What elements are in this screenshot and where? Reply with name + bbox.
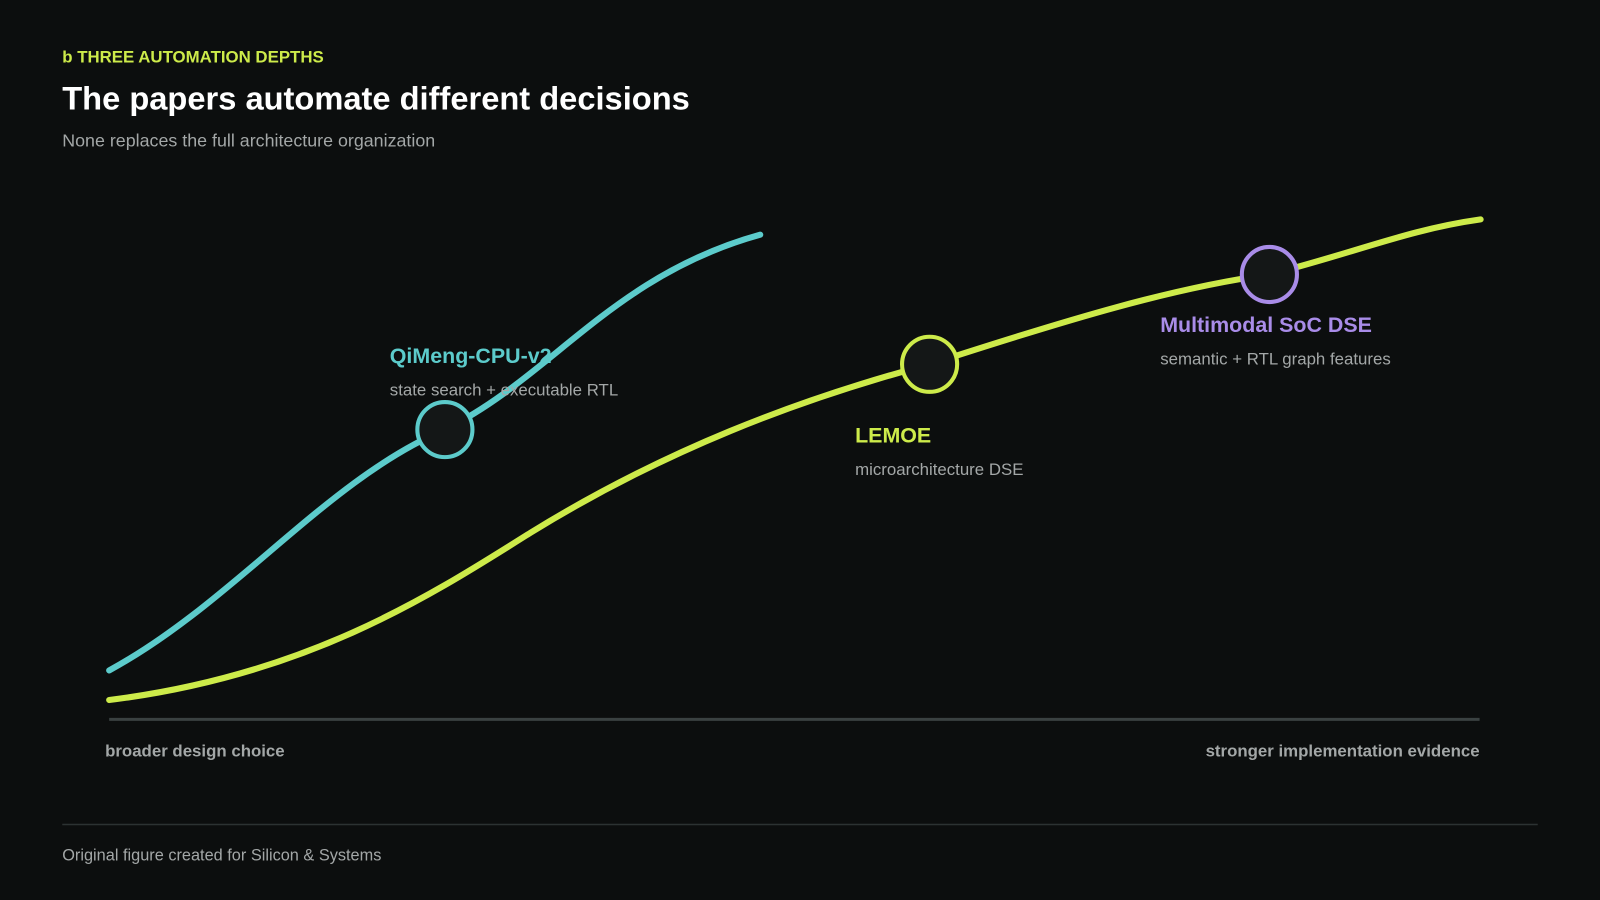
node-description: state search + executable RTL bbox=[390, 380, 618, 399]
node-label: Multimodal SoC DSE bbox=[1160, 313, 1372, 337]
node-marker bbox=[415, 400, 475, 460]
kicker: b THREE AUTOMATION DEPTHS bbox=[62, 48, 323, 67]
node-label: LEMOE bbox=[855, 423, 931, 447]
node-description: microarchitecture DSE bbox=[855, 460, 1023, 479]
node-label: QiMeng-CPU-v2 bbox=[390, 344, 552, 368]
green-curve bbox=[106, 216, 1484, 704]
node-marker bbox=[900, 334, 960, 394]
footer: Original figure created for Silicon & Sy… bbox=[62, 846, 381, 864]
axis-label-left: broader design choice bbox=[105, 741, 285, 760]
subtitle: None replaces the full architecture orga… bbox=[62, 131, 435, 151]
axis-label-right: stronger implementation evidence bbox=[1206, 741, 1480, 760]
node-marker bbox=[1239, 244, 1299, 305]
title: The papers automate different decisions bbox=[62, 80, 690, 117]
node-description: semantic + RTL graph features bbox=[1160, 350, 1391, 369]
